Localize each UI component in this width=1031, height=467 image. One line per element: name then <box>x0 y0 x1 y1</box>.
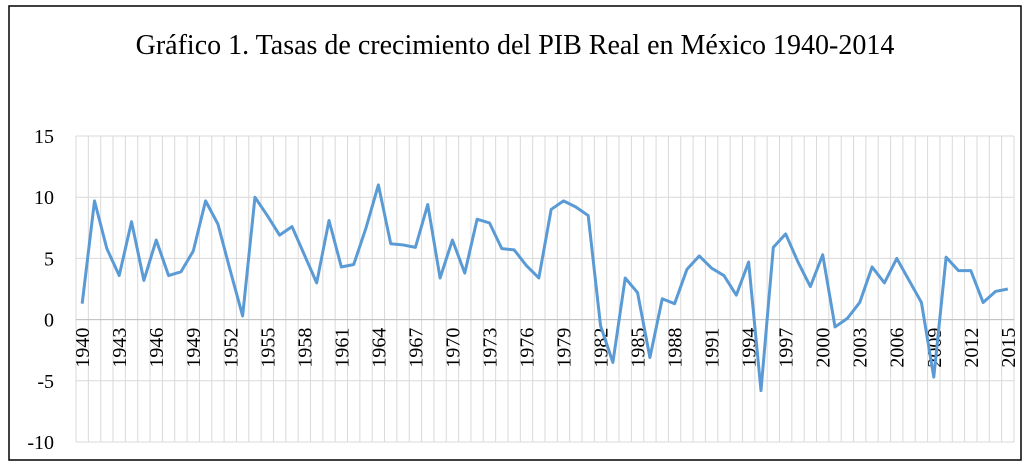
x-tick-label: 1976 <box>516 328 538 368</box>
chart-title: Gráfico 1. Tasas de crecimiento del PIB … <box>135 30 895 61</box>
x-tick-label: 1988 <box>665 328 687 368</box>
x-tick-label: 2003 <box>850 328 872 368</box>
x-tick-label: 1955 <box>257 328 279 368</box>
x-tick-label: 1979 <box>554 328 576 368</box>
x-tick-label: 1964 <box>368 328 390 368</box>
x-tick-label: 2000 <box>813 328 835 368</box>
x-tick-label: 1946 <box>146 328 168 368</box>
y-tick-label: -10 <box>27 432 54 454</box>
x-tick-label: 1973 <box>479 328 501 368</box>
x-tick-label: 1940 <box>72 328 94 368</box>
y-tick-label: -5 <box>37 371 54 393</box>
x-tick-label: 1970 <box>442 328 464 368</box>
line-series <box>80 183 1009 393</box>
x-tick-label: 2006 <box>887 328 909 368</box>
x-tick-label: 1949 <box>183 328 205 368</box>
y-tick-label: 5 <box>44 248 54 270</box>
x-tick-label: 1952 <box>220 328 242 368</box>
chart-border <box>8 5 1022 461</box>
x-tick-label: 1982 <box>591 328 613 368</box>
x-tick-label: 1943 <box>109 328 131 368</box>
y-tick-label: 15 <box>34 126 54 148</box>
x-tick-label: 1991 <box>702 328 724 368</box>
x-tick-label: 1958 <box>294 328 316 368</box>
x-tick-label: 1961 <box>331 328 353 368</box>
x-tick-label: 1967 <box>405 328 427 368</box>
y-tick-label: 0 <box>44 310 54 332</box>
x-tick-label: 2012 <box>961 328 983 368</box>
y-tick-label: 10 <box>34 187 54 209</box>
x-tick-label: 2015 <box>998 328 1020 368</box>
x-tick-label: 1985 <box>628 328 650 368</box>
x-tick-label: 1997 <box>776 328 798 368</box>
